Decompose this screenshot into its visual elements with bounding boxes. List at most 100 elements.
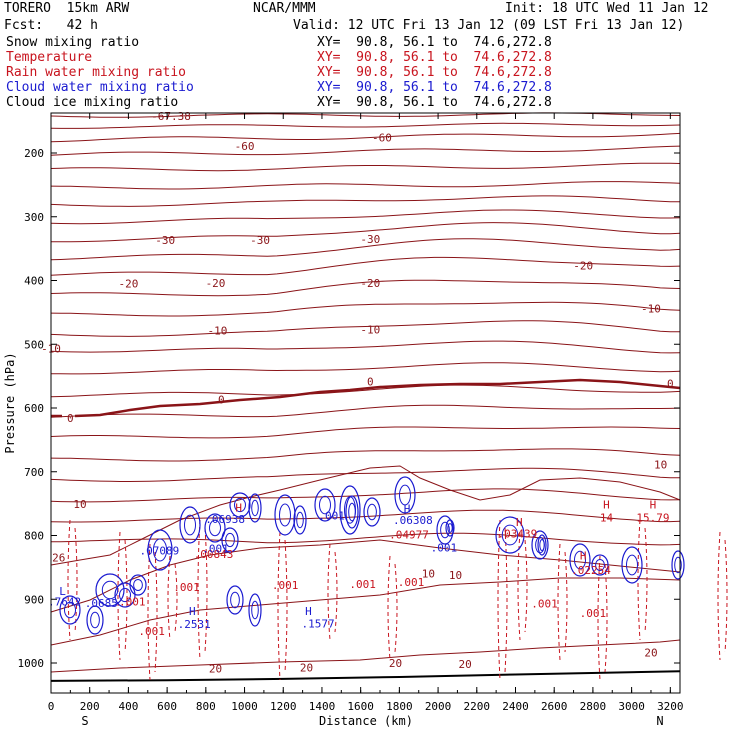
temperature-label: -30 bbox=[155, 234, 175, 247]
x-tick-label: 2200 bbox=[464, 700, 491, 713]
temperature-label: -10 bbox=[208, 325, 228, 338]
cloud-water-contour bbox=[251, 600, 259, 620]
extremum-marker: H bbox=[305, 605, 312, 618]
temperature-label: 26 bbox=[52, 552, 65, 565]
temperature-label: 0 bbox=[667, 378, 674, 391]
cloud-water-contour bbox=[569, 543, 591, 577]
rain-water-label: .03439 bbox=[498, 527, 538, 540]
x-tick-label: 2600 bbox=[541, 700, 568, 713]
y-axis-title: Pressure (hPa) bbox=[3, 352, 17, 453]
cloud-water-contour bbox=[621, 546, 643, 584]
x-tick-label: 2400 bbox=[502, 700, 529, 713]
rain-water-contour bbox=[564, 551, 568, 653]
x-tick-label: 1800 bbox=[386, 700, 413, 713]
temperature-label: -30 bbox=[250, 234, 270, 247]
rain-water-label: .001 bbox=[398, 576, 425, 589]
temperature-isotherm bbox=[50, 426, 681, 439]
temperature-isotherm-lower bbox=[50, 465, 681, 566]
temperature-isotherm bbox=[50, 181, 681, 190]
rain-water-contour bbox=[154, 551, 158, 673]
cloud-water-contour bbox=[319, 495, 331, 515]
axes-layer: 0 200 400 600 800 1000 1200 1400 1600 1800 2000 220… bbox=[18, 113, 684, 713]
temperature-isotherm bbox=[50, 301, 681, 317]
extremum-marker: H bbox=[650, 499, 657, 512]
temperature-label: -20 bbox=[573, 260, 593, 273]
temperature-label: 20 bbox=[389, 657, 402, 670]
cloud-water-contour bbox=[209, 519, 221, 537]
cloud-water-contour bbox=[86, 605, 104, 635]
cloud-water-contour bbox=[119, 587, 131, 603]
extremum-value: 14 bbox=[600, 512, 614, 525]
temperature-label: 20 bbox=[209, 663, 222, 676]
rain-water-label: .001 bbox=[580, 607, 607, 620]
legend-temperature-label: Temperature bbox=[6, 50, 93, 65]
temperature-isotherm-lower bbox=[50, 639, 681, 673]
cloud-water-contour bbox=[447, 523, 453, 533]
end-label-north: N bbox=[656, 714, 663, 728]
temperature-label: 10 bbox=[73, 498, 86, 511]
rain-water-label: .00843 bbox=[194, 548, 234, 561]
x-tick-label: 400 bbox=[118, 700, 138, 713]
rain-water-contour bbox=[717, 531, 721, 661]
rain-water-contour bbox=[557, 543, 561, 661]
y-tick-label: 800 bbox=[24, 530, 44, 543]
end-label-south: S bbox=[81, 714, 88, 728]
temperature-isotherm bbox=[50, 162, 681, 172]
temperature-isotherm bbox=[50, 509, 681, 523]
forecast-hour: Fcst: 42 h bbox=[4, 18, 98, 33]
temperature-isotherm bbox=[50, 467, 681, 482]
cloud-water-contour bbox=[595, 559, 605, 571]
temperature-isotherm-lower bbox=[50, 577, 681, 646]
init-time: Init: 18 UTC Wed 11 Jan 12 bbox=[505, 1, 709, 16]
temperature-label: -10 bbox=[641, 302, 661, 315]
cloud-water-contour bbox=[296, 511, 304, 529]
rain-water-contour bbox=[277, 531, 281, 681]
extremum-marker: H bbox=[516, 516, 523, 529]
temperature-isotherm bbox=[50, 532, 681, 546]
extremum-marker: H bbox=[580, 550, 587, 563]
extremum-marker: H bbox=[404, 503, 411, 516]
rain-water-contour bbox=[124, 539, 128, 653]
x-tick-label: 200 bbox=[80, 700, 100, 713]
cloud-water-contour bbox=[129, 574, 147, 596]
legend-cloud-water-xy: XY= 90.8, 56.1 to 74.6,272.8 bbox=[317, 80, 552, 95]
cloud-water-contour bbox=[101, 580, 119, 600]
cloud-water-label: .2531 bbox=[178, 618, 211, 631]
model-title: TORERO 15km ARW bbox=[4, 1, 130, 16]
extremum-marker: H bbox=[603, 499, 610, 512]
cloud-water-contour bbox=[147, 529, 173, 571]
temperature-label: -60 bbox=[235, 140, 255, 153]
temperature-label: -10 bbox=[360, 323, 380, 336]
cloud-water-contour bbox=[221, 527, 239, 553]
cloud-water-contour bbox=[248, 493, 262, 523]
rain-water-label: .001 bbox=[119, 596, 146, 609]
temperature-label: -30 bbox=[360, 233, 380, 246]
temperature-label: 20 bbox=[644, 647, 657, 660]
rain-water-contour bbox=[67, 519, 71, 641]
extremum-marker: H bbox=[235, 501, 242, 514]
rain-water-contour bbox=[724, 539, 728, 653]
rain-water-label: .001 bbox=[138, 625, 165, 638]
temperature-isotherm bbox=[50, 209, 681, 225]
y-tick-label: 200 bbox=[24, 147, 44, 160]
x-tick-label: 3000 bbox=[618, 700, 645, 713]
valid-time: Valid: 12 UTC Fri 13 Jan 12 (09 LST Fri … bbox=[293, 18, 685, 33]
x-tick-label: 600 bbox=[157, 700, 177, 713]
temperature-isotherm bbox=[50, 488, 681, 503]
surface-line bbox=[50, 670, 681, 682]
legend-cloud-ice-xy: XY= 90.8, 56.1 to 74.6,272.8 bbox=[317, 95, 552, 110]
cloud-water-contour bbox=[399, 484, 411, 506]
temperature-isotherm bbox=[50, 362, 681, 375]
cloud-water-label: .001 bbox=[202, 543, 229, 556]
rain-water-contour bbox=[117, 531, 121, 661]
x-tick-label: 3200 bbox=[657, 700, 684, 713]
rain-water-contour bbox=[197, 519, 201, 661]
rain-water-label: .02254 bbox=[571, 564, 611, 577]
legend-cloud-water-label: Cloud water mixing ratio bbox=[6, 80, 194, 95]
cloud-water-contour bbox=[574, 550, 586, 570]
x-tick-label: 1000 bbox=[231, 700, 258, 713]
cloud-water-contour bbox=[539, 539, 545, 551]
rain-water-contour bbox=[327, 543, 331, 641]
x-tick-label: 2000 bbox=[425, 700, 452, 713]
